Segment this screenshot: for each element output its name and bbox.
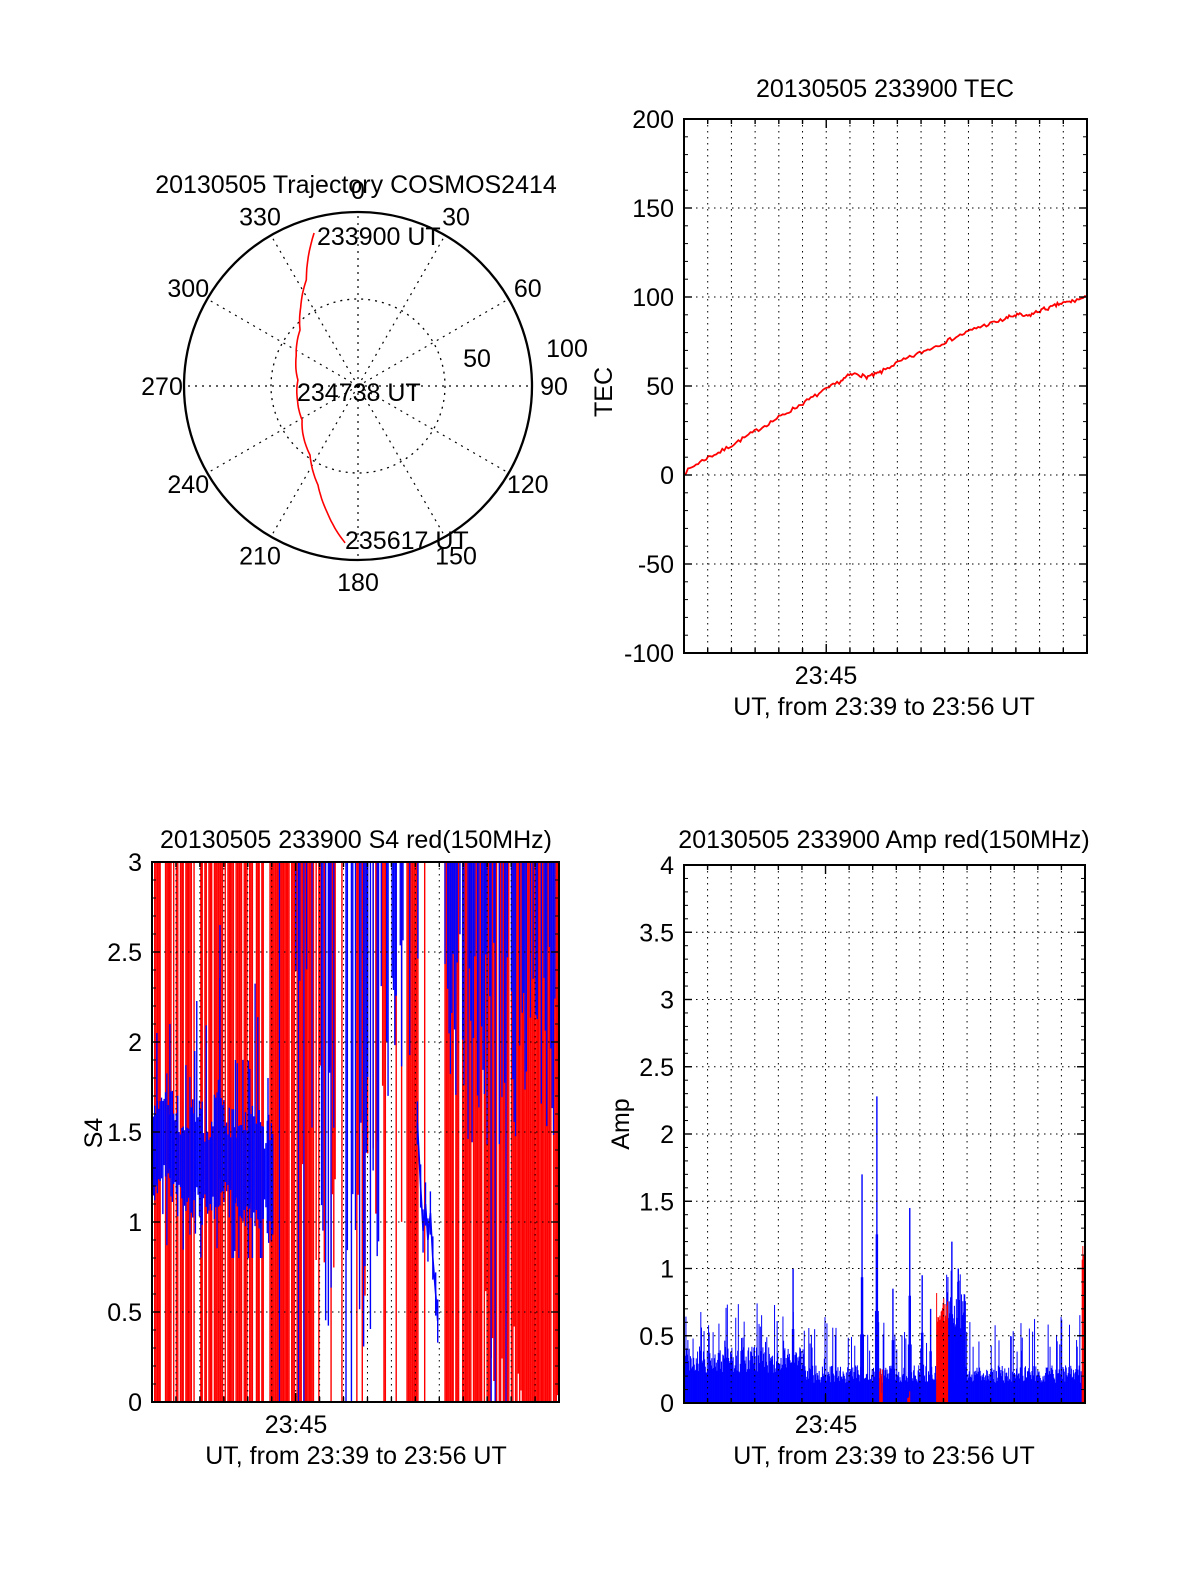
amp-xtick-2345: 23:45 — [794, 1411, 858, 1439]
y-tick-label: 0 — [128, 1389, 142, 1417]
polar-spoke — [357, 235, 446, 387]
polar-spoke — [270, 385, 359, 537]
y-tick-label: 100 — [632, 284, 674, 312]
polar-spoke — [357, 298, 509, 387]
polar-spoke — [357, 385, 446, 537]
y-tick-label: 0.5 — [639, 1323, 674, 1351]
polar-spoke — [207, 385, 359, 474]
y-tick-label: 50 — [646, 373, 674, 401]
y-tick-label: 4 — [660, 852, 674, 880]
polar-ring-100 — [182, 210, 534, 562]
s4-xlabel: UT, from 23:39 to 23:56 UT — [205, 1442, 507, 1470]
y-tick-label: 3.5 — [639, 919, 674, 947]
polar-azimuth-label: 0 — [351, 177, 365, 205]
y-tick-label: 1 — [128, 1209, 142, 1237]
y-tick-label: 2 — [660, 1121, 674, 1149]
polar-azimuth-label: 150 — [435, 543, 477, 571]
trajectory-title: 20130505 Trajectory COSMOS2414 — [155, 171, 557, 199]
y-tick-label: 2.5 — [107, 939, 142, 967]
polar-spoke — [207, 298, 359, 387]
amp-xlabel: UT, from 23:39 to 23:56 UT — [733, 1442, 1035, 1470]
polar-azimuth-label: 330 — [239, 203, 281, 231]
tec-ylabel: TEC — [589, 367, 618, 417]
polar-azimuth-label: 120 — [507, 471, 549, 499]
y-tick-label: 200 — [632, 106, 674, 134]
trajectory-line — [294, 232, 346, 544]
polar-azimuth-label: 240 — [167, 471, 209, 499]
polar-spoke — [270, 235, 359, 387]
annotation-233900: 233900 UT — [317, 223, 441, 251]
y-tick-label: 1 — [660, 1256, 674, 1284]
y-tick-label: 3 — [660, 987, 674, 1015]
polar-radial-tick-100: 100 — [546, 334, 588, 363]
polar-ring-50 — [270, 298, 446, 474]
polar-radial-tick-50: 50 — [463, 344, 491, 373]
y-tick-label: 0 — [660, 1390, 674, 1418]
polar-spoke — [357, 385, 509, 474]
y-tick-label: 1.5 — [107, 1119, 142, 1147]
y-tick-label: 150 — [632, 195, 674, 223]
polar-azimuth-label: 60 — [514, 275, 542, 303]
y-tick-label: 3 — [128, 849, 142, 877]
s4-ylabel: S4 — [79, 1117, 108, 1149]
tec-title: 20130505 233900 TEC — [755, 75, 1015, 103]
polar-azimuth-label: 300 — [167, 275, 209, 303]
y-tick-label: 1.5 — [639, 1188, 674, 1216]
annotation-234738: 234738 UT — [297, 379, 421, 407]
y-tick-label: -100 — [624, 640, 674, 668]
y-tick-label: 0.5 — [107, 1299, 142, 1327]
amp-ylabel: Amp — [606, 1098, 635, 1150]
y-tick-label: 0 — [660, 462, 674, 490]
y-tick-label: 2 — [128, 1029, 142, 1057]
tec-xtick-2345: 23:45 — [794, 662, 858, 690]
polar-azimuth-label: 90 — [540, 373, 568, 401]
polar-azimuth-label: 180 — [337, 569, 379, 597]
y-tick-label: -50 — [638, 551, 674, 579]
annotation-235617: 235617 UT — [345, 527, 469, 555]
polar-azimuth-label: 270 — [141, 373, 183, 401]
tec-xlabel: UT, from 23:39 to 23:56 UT — [733, 693, 1035, 721]
s4-title: 20130505 233900 S4 red(150MHz) — [160, 826, 552, 854]
tec-curve — [683, 295, 1088, 476]
polar-azimuth-label: 30 — [442, 203, 470, 231]
polar-azimuth-label: 210 — [239, 543, 281, 571]
y-tick-label: 2.5 — [639, 1054, 674, 1082]
amp-title: 20130505 233900 Amp red(150MHz) — [678, 826, 1090, 854]
s4-xtick-2345: 23:45 — [264, 1411, 328, 1439]
